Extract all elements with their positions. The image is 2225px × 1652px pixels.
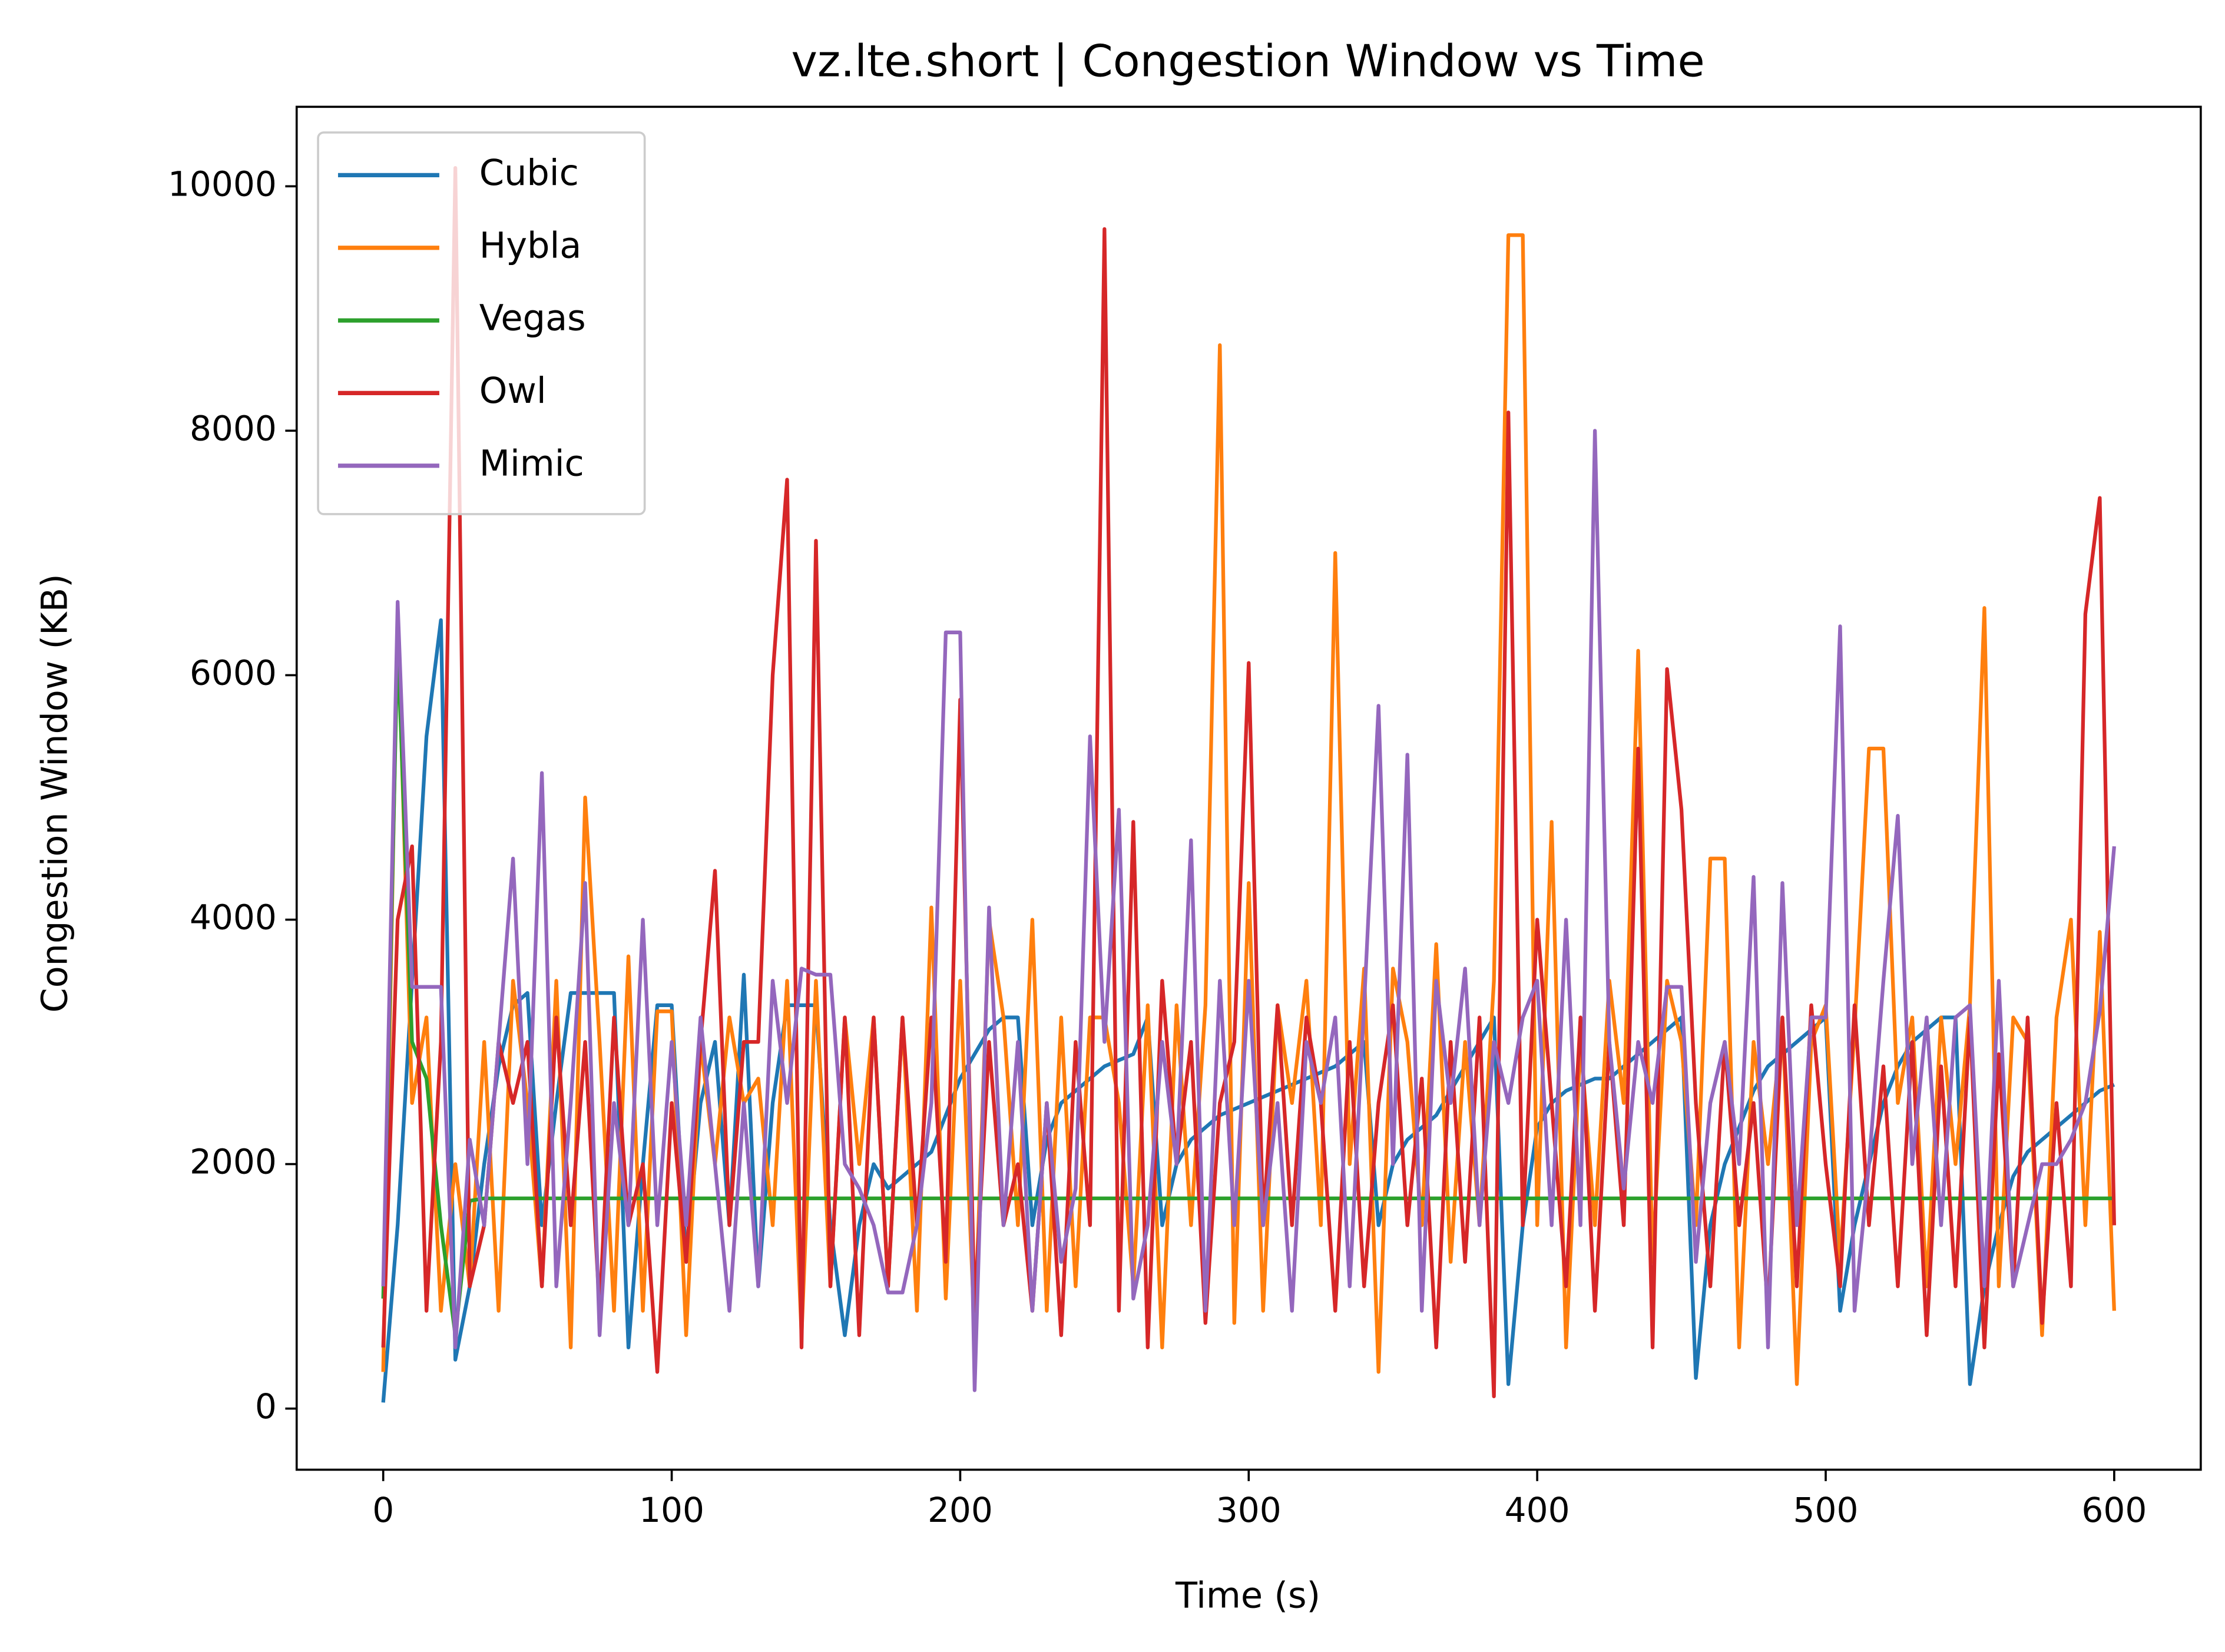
x-tick-label: 0 [372,1490,394,1530]
series-line [381,165,2117,1399]
x-tick-label: 500 [1793,1490,1859,1530]
chart-title: vz.lte.short | Congestion Window vs Time [791,35,1704,87]
x-tick-label: 200 [928,1490,993,1530]
x-tick-label: 300 [1216,1490,1282,1530]
legend-label: Mimic [479,443,584,484]
legend-box [317,131,646,515]
x-axis-label: Time (s) [1175,1575,1320,1617]
legend-label: Hybla [479,225,582,266]
series-line [381,637,2114,1338]
y-tick-label: 6000 [190,653,277,693]
y-tick-label: 8000 [190,408,277,448]
legend: Cubic Hybla Vegas Owl Mimic [317,131,646,515]
x-tick-label: 400 [1505,1490,1570,1530]
x-tick-label: 100 [639,1490,704,1530]
x-tick-label: 600 [2081,1490,2147,1530]
legend-label: Cubic [479,153,579,194]
series-line [381,429,2117,1392]
legend-label: Vegas [479,298,586,339]
y-tick-label: 10000 [168,164,277,204]
y-tick-label: 2000 [190,1142,277,1182]
y-axis-label: Congestion Window (KB) [34,574,75,1012]
plot-frame [295,105,2202,1471]
y-tick-label: 0 [255,1386,277,1426]
y-tick-label: 4000 [190,898,277,938]
legend-label: Owl [479,370,547,412]
